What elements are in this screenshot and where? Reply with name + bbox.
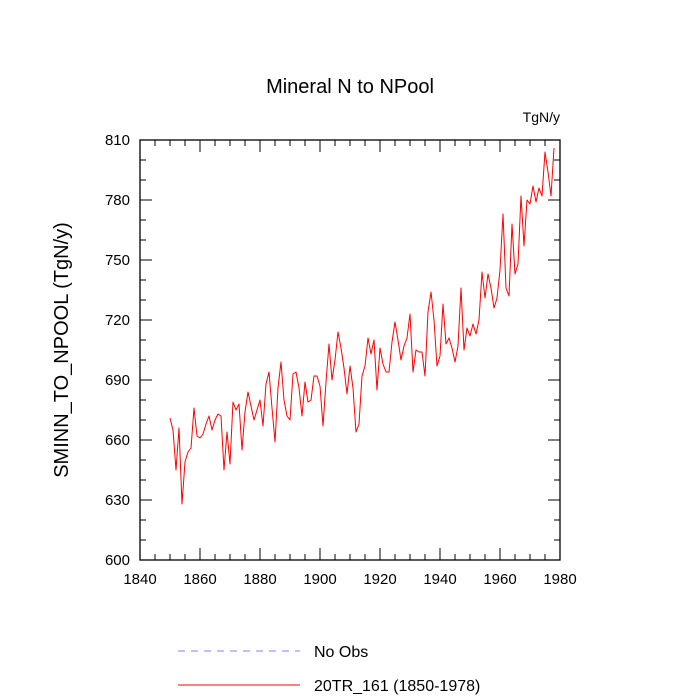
y-tick-label-690: 690 bbox=[105, 372, 130, 389]
y-tick-label-630: 630 bbox=[105, 492, 130, 509]
plot-frame bbox=[139, 139, 561, 561]
x-tick-label-1880: 1880 bbox=[243, 571, 276, 588]
legend: No Obs 20TR_161 (1850-1978) bbox=[178, 644, 480, 695]
x-tick-label-1920: 1920 bbox=[363, 571, 396, 588]
series-line-20tr-161-1850-1978 bbox=[169, 147, 555, 505]
y-tick-label-600: 600 bbox=[105, 552, 130, 569]
x-tick-label-1840: 1840 bbox=[123, 571, 156, 588]
chart-title: Mineral N to NPool bbox=[266, 76, 434, 98]
axis-tick-labels: 1840 1860 1880 1900 1920 1940 1960 1980 600 630 66… bbox=[105, 132, 577, 588]
x-tick-label-1960: 1960 bbox=[483, 571, 516, 588]
y-tick-label-750: 750 bbox=[105, 252, 130, 269]
axis-ticks bbox=[139, 139, 561, 561]
y-axis-label: SMINN_TO_NPOOL (TgN/y) bbox=[51, 222, 73, 478]
y-tick-label-720: 720 bbox=[105, 312, 130, 329]
y-tick-label-660: 660 bbox=[105, 432, 130, 449]
x-tick-label-1900: 1900 bbox=[303, 571, 336, 588]
x-tick-label-1940: 1940 bbox=[423, 571, 456, 588]
legend-label-no-obs: No Obs bbox=[314, 644, 368, 661]
x-tick-label-1860: 1860 bbox=[183, 571, 216, 588]
y-tick-label-780: 780 bbox=[105, 192, 130, 209]
x-tick-label-1980: 1980 bbox=[543, 571, 576, 588]
legend-label-20tr-161: 20TR_161 (1850-1978) bbox=[314, 678, 480, 695]
series-layer bbox=[169, 147, 555, 505]
units-label: TgN/y bbox=[523, 109, 560, 125]
y-tick-label-810: 810 bbox=[105, 132, 130, 149]
